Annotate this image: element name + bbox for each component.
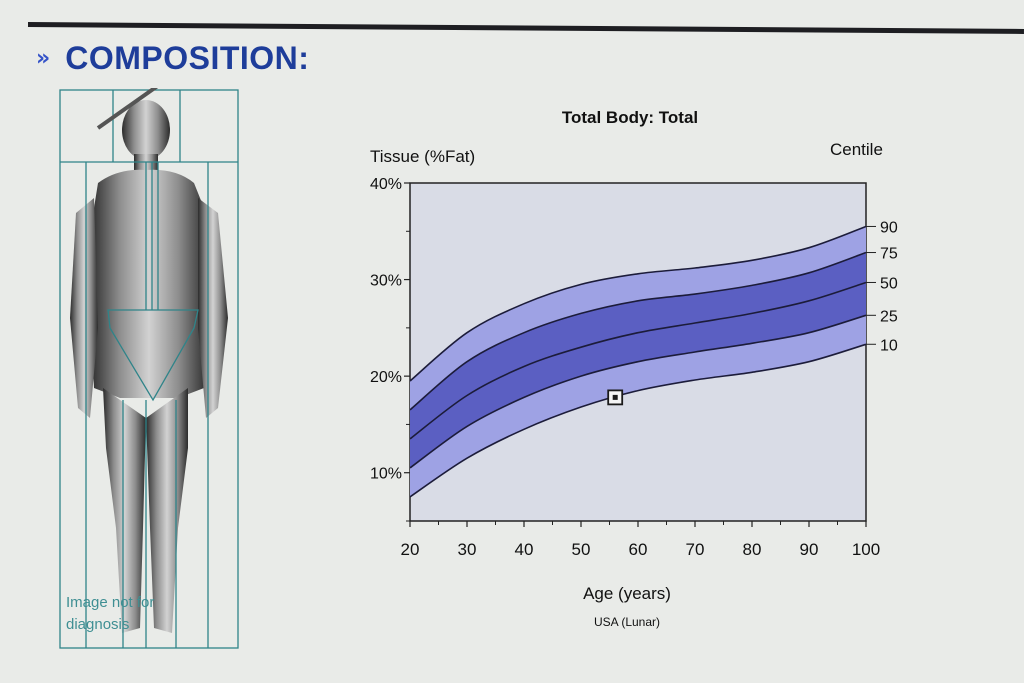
y-tick-label: 40% [370,176,402,193]
centile-label: Centile [830,140,883,159]
scan-caption: Image not for diagnosis [66,592,154,636]
x-axis-label: Age (years) [583,584,671,603]
band-25-75 [410,252,866,468]
header-rule [27,22,1024,34]
body-scan-image [59,88,239,649]
y-axis-label: Tissue (%Fat) [370,147,475,166]
y-tick-label: 10% [370,466,402,483]
scan-caption-line-2: diagnosis [66,616,130,633]
y-tick-label: 30% [370,273,402,290]
band-75-90 [410,226,866,410]
centile-chart: Total Body: Total Tissue (%Fat) Centile … [370,108,898,629]
x-tick-label: 20 [401,540,420,559]
x-tick-label: 30 [458,540,477,559]
chart-title: Total Body: Total [562,108,698,127]
centile-curve-10 [409,343,867,498]
centile-curve-25 [409,314,867,469]
scan-marker [96,88,159,130]
x-tick-label: 60 [629,540,648,559]
centile-label-50: 50 [880,275,898,292]
chart-source: USA (Lunar) [594,615,660,629]
band-10-25 [410,315,866,497]
centile-label-75: 75 [880,246,898,263]
double-chevron-icon: » [36,46,50,71]
centile-label-10: 10 [880,337,898,354]
x-tick-label: 50 [572,540,591,559]
section-title: COMPOSITION: [65,40,310,76]
x-tick-label: 80 [743,540,762,559]
centile-label-25: 25 [880,308,898,325]
x-tick-label: 90 [800,540,819,559]
scan-caption-line-1: Image not for [66,594,155,611]
x-tick-label: 70 [686,540,705,559]
x-tick-label: 100 [852,540,880,559]
section-header: » COMPOSITION: [36,40,309,77]
centile-curve-50 [409,281,867,440]
centile-curve-90 [409,225,867,382]
patient-marker-dot [612,394,618,400]
x-tick-label: 40 [515,540,534,559]
y-tick-label: 20% [370,369,402,386]
centile-curve-75 [409,251,867,411]
centile-label-90: 90 [880,219,898,236]
